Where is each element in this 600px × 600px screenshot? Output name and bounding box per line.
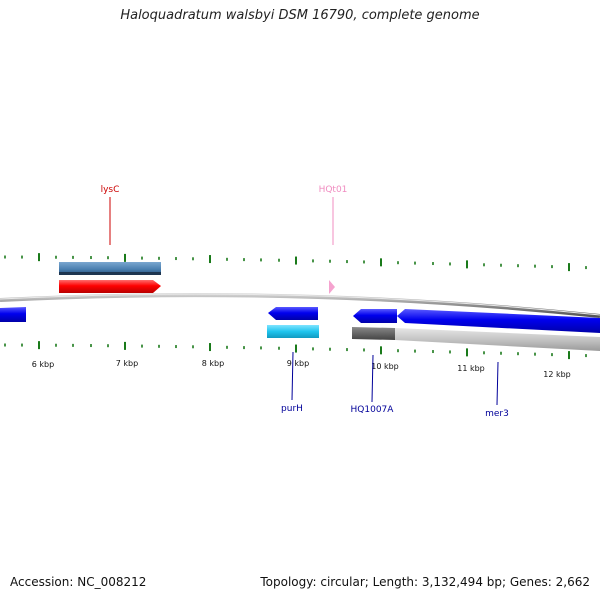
gc-band-steel-shadow [59,272,161,275]
genome-backbone-highlight [0,293,600,316]
mer3-gene-arrow[interactable] [397,309,600,333]
lysC-gene-label[interactable]: lysC [101,185,120,195]
scale-label-9kbp: 9 kbp [287,359,309,368]
HQt01-trna-arrow[interactable] [329,280,335,294]
scale-label-6kbp: 6 kbp [32,360,54,369]
genome-backbone [0,293,600,318]
scale-label-8kbp: 8 kbp [202,359,224,368]
accession-label: Accession: NC_008212 [10,575,147,589]
purH-gene-label[interactable]: purH [281,404,303,414]
scale-label-7kbp: 7 kbp [116,359,138,368]
purH-leader-line [291,351,294,401]
mer3-gene-label[interactable]: mer3 [485,409,509,419]
genome-summary: Topology: circular; Length: 3,132,494 bp… [260,575,590,589]
HQt01-gene-label[interactable]: HQt01 [319,185,348,195]
gc-band-dark [352,327,395,340]
HQ1007A-gene-arrow[interactable] [353,309,397,323]
gc-band-cyan [267,325,319,338]
scale-ticks-upper [4,253,587,272]
lysC-gene-arrow[interactable] [59,280,161,293]
reverse-gene-left-edge[interactable] [0,307,26,322]
HQ1007A-gene-label[interactable]: HQ1007A [351,405,395,415]
HQ1007A-leader-line [371,354,374,403]
gc-band-steel [59,262,161,274]
purH-gene-arrow[interactable] [268,307,318,320]
scale-ticks-lower [4,341,587,360]
scale-label-12kbp: 12 kbp [543,370,571,379]
gc-band-gray [395,328,600,351]
scale-label-11kbp: 11 kbp [457,364,485,373]
scale-label-10kbp: 10 kbp [371,362,399,371]
map-title: Haloquadratum walsbyi DSM 16790, complet… [120,8,480,23]
mer3-leader-line [496,361,499,406]
